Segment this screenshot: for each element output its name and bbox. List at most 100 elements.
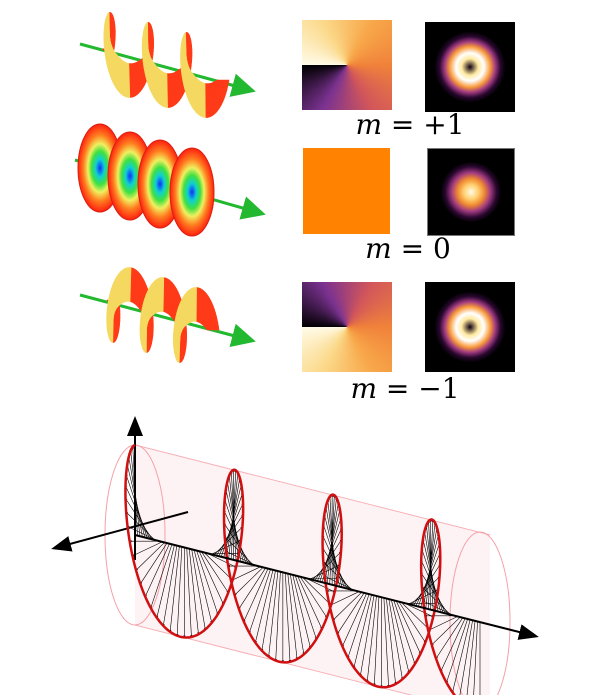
field-vector-arrow [398, 601, 426, 643]
field-vector-arrow [238, 567, 266, 610]
field-vector-arrow [390, 599, 410, 674]
field-vector-arrow [322, 523, 345, 588]
field-vector-arrow [440, 618, 466, 672]
field-vector-arrow [135, 542, 165, 571]
field-vector-arrow [198, 551, 224, 605]
field-vector-arrow [427, 616, 458, 631]
helix-curve [124, 443, 457, 695]
field-vector-arrow [400, 601, 431, 631]
field-vector-arrow [413, 563, 441, 606]
wavefront-segment [206, 326, 220, 331]
field-vector-arrow [337, 592, 365, 635]
field-vector-arrow [342, 593, 367, 647]
field-vector-arrow [324, 575, 355, 591]
field-vector-arrow [126, 464, 146, 538]
field-vector-arrow [186, 548, 193, 638]
field-vector-arrow [267, 571, 279, 658]
wavefront-segment [215, 79, 230, 84]
intensity-gaussian-m-0 [427, 148, 515, 236]
field-vector-arrow [445, 618, 468, 684]
field-vector-arrow [287, 573, 299, 660]
mode-label: m = 0 [365, 232, 451, 265]
x-axis-arrow [51, 511, 189, 552]
field-vector-arrow [285, 572, 292, 663]
field-vector-arrow [125, 497, 153, 540]
field-vector-arrow [162, 545, 178, 627]
field-vector-arrow [254, 569, 274, 644]
field-vector-arrow [125, 473, 148, 539]
field-vector-arrow [234, 567, 264, 596]
phase-map-m-0 [303, 148, 390, 234]
field-vector-arrow [322, 547, 350, 590]
intensity-ring-m-minus-1 [425, 282, 515, 372]
field-vector-arrow [314, 539, 342, 581]
field-vector-arrow [216, 514, 244, 556]
field-vector-arrow [353, 594, 372, 669]
field-vector-arrow [304, 577, 336, 593]
field-vector-arrow [292, 574, 312, 649]
field-vector-arrow [144, 543, 170, 598]
field-vector-arrow [243, 568, 269, 623]
field-vector-arrow [410, 576, 440, 605]
cylinder-end [449, 531, 511, 695]
field-vector-arrow [366, 595, 377, 683]
field-vector-arrow [206, 552, 237, 568]
field-vector-arrow [347, 593, 370, 659]
field-vector-arrow [459, 620, 473, 695]
field-vector-arrow [213, 526, 243, 556]
field-vector-arrow [125, 511, 155, 541]
field-vector-arrow [299, 576, 328, 618]
field-vector-arrow [395, 600, 421, 655]
field-vector-arrow [289, 574, 305, 655]
field-vector-arrow [473, 621, 478, 695]
field-vector-arrow [260, 570, 276, 652]
intensity-ring-m-plus-1 [425, 22, 515, 112]
field-vector-arrow [373, 596, 380, 687]
field-vector-arrow [196, 550, 219, 615]
field-vector-arrow [302, 577, 332, 606]
field-vector-arrow [312, 551, 342, 580]
field-vector-arrow [297, 575, 323, 630]
phase-map-m-minus-1 [302, 282, 392, 372]
mode-label: m = −1 [350, 372, 460, 405]
field-vector-arrow [421, 548, 444, 613]
field-vector-arrow [203, 552, 233, 581]
field-vector-arrow [225, 551, 256, 566]
field-vector-arrow [431, 616, 461, 646]
field-vector-arrow [329, 591, 360, 606]
field-vector-arrow [332, 591, 362, 621]
field-vector-arrow [294, 575, 317, 640]
field-vector-arrow [451, 619, 471, 693]
field-vector-arrow [127, 456, 143, 537]
field-vector-arrow [139, 542, 168, 585]
field-vector-arrow [435, 617, 464, 660]
field-vector-arrow [383, 597, 390, 688]
field-vector-arrow [224, 498, 247, 564]
field-vector-arrow [201, 551, 229, 594]
field-vector-arrow [127, 526, 158, 541]
field-vector-arrow [248, 569, 271, 634]
field-vector-arrow [466, 620, 476, 695]
field-vector-arrow [274, 571, 281, 662]
field-vector-arrow [230, 566, 261, 582]
field-vector-arrow [359, 595, 375, 677]
field-vector-arrow [386, 598, 397, 685]
field-vector-arrow [131, 541, 163, 557]
field-vector-arrow [188, 548, 200, 635]
mode-label: m = +1 [355, 108, 465, 141]
propagation-axis-arrow [134, 534, 539, 640]
field-vector-arrow [422, 600, 454, 616]
field-vector-arrow [169, 546, 180, 633]
field-vector-arrow [388, 598, 404, 680]
field-vector-arrow [156, 544, 175, 619]
field-vector-arrow [223, 522, 252, 565]
field-vector-arrow [191, 549, 207, 631]
field-vector-arrow [150, 544, 173, 609]
planar-wavefront [169, 147, 215, 237]
field-vector-arrow [193, 549, 213, 624]
field-vector-arrow [420, 572, 449, 615]
field-vector-arrow [176, 546, 183, 637]
field-vector-arrow [393, 600, 416, 665]
